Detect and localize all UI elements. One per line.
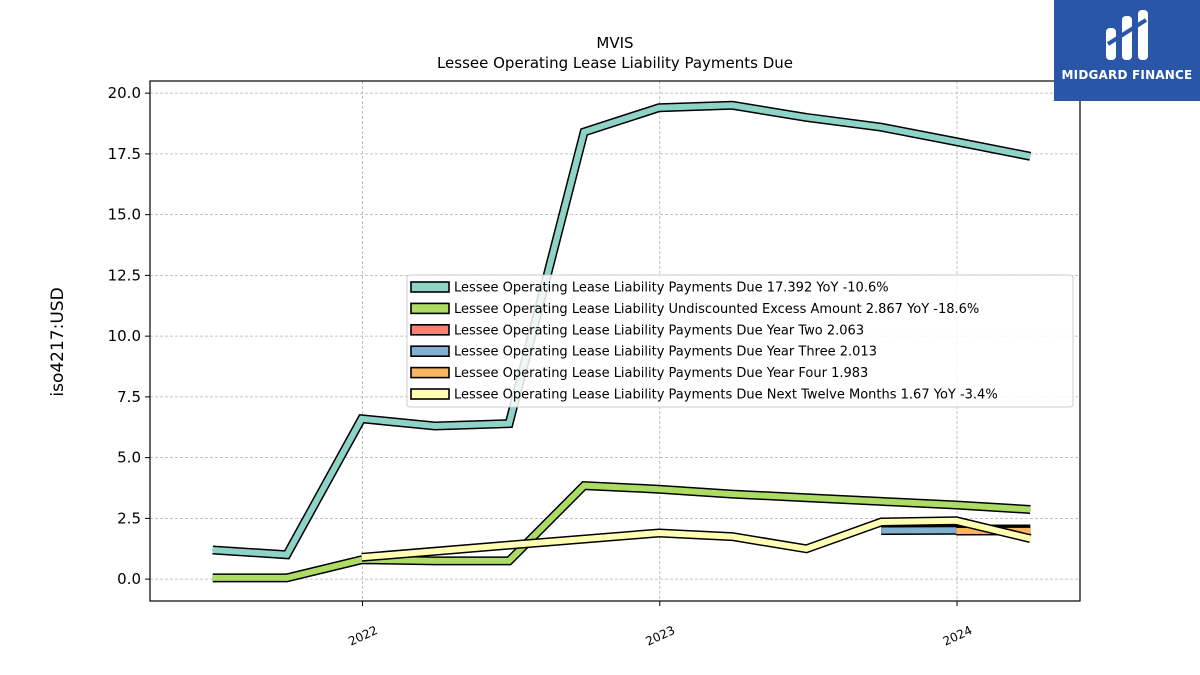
legend-swatch — [410, 366, 450, 379]
y-tick-label: 15.0 — [108, 206, 141, 224]
legend-label: Lessee Operating Lease Liability Payment… — [454, 366, 868, 381]
brand-logo: MIDGARD FINANCE — [1054, 0, 1200, 101]
legend-label: Lessee Operating Lease Liability Undisco… — [454, 302, 979, 317]
legend-swatch — [410, 323, 450, 336]
legend-label: Lessee Operating Lease Liability Payment… — [454, 281, 889, 296]
y-axis: 0.0 2.5 5.0 7.5 10.0 12.5 15.0 17.5 20.0 — [108, 84, 150, 588]
series-line — [212, 481, 1031, 583]
y-tick-label: 0.0 — [117, 570, 141, 588]
legend-box — [406, 274, 1074, 408]
series-line — [212, 100, 1032, 560]
legend-label: Lessee Operating Lease Liability Payment… — [454, 388, 998, 403]
legend-swatch — [410, 345, 450, 358]
chart-subtitle: Lessee Operating Lease Liability Payment… — [437, 54, 793, 72]
x-axis: 2022 2023 2024 — [346, 601, 974, 649]
legend-swatch — [410, 302, 450, 315]
x-tick-label: 2022 — [346, 623, 380, 649]
plot-frame — [149, 80, 1081, 602]
legend-swatch — [410, 281, 450, 293]
series-line-fill — [361, 517, 1032, 561]
y-axis-label: iso4217:USD — [48, 287, 68, 396]
chart-title: MVIS — [596, 34, 633, 52]
series-line-fill — [212, 482, 1031, 581]
y-tick-label: 12.5 — [108, 266, 141, 284]
y-tick-label: 7.5 — [117, 388, 141, 406]
y-tick-label: 17.5 — [108, 145, 141, 163]
legend-swatch — [410, 388, 450, 400]
logo-mark-icon — [1106, 10, 1148, 60]
y-tick-label: 20.0 — [108, 84, 141, 102]
logo-text: MIDGARD FINANCE — [1061, 68, 1193, 82]
legend-label: Lessee Operating Lease Liability Payment… — [454, 345, 877, 360]
series-line — [361, 516, 1032, 562]
legend: Lessee Operating Lease Liability Payment… — [406, 274, 1074, 408]
legend-label: Lessee Operating Lease Liability Payment… — [454, 323, 864, 338]
x-tick-label: 2023 — [643, 623, 677, 649]
y-tick-label: 2.5 — [117, 509, 141, 527]
x-tick-label: 2024 — [941, 623, 975, 649]
series-line-fill — [212, 102, 1031, 558]
y-tick-label: 10.0 — [108, 327, 141, 345]
series-group — [212, 100, 1032, 583]
y-tick-label: 5.0 — [117, 449, 141, 467]
